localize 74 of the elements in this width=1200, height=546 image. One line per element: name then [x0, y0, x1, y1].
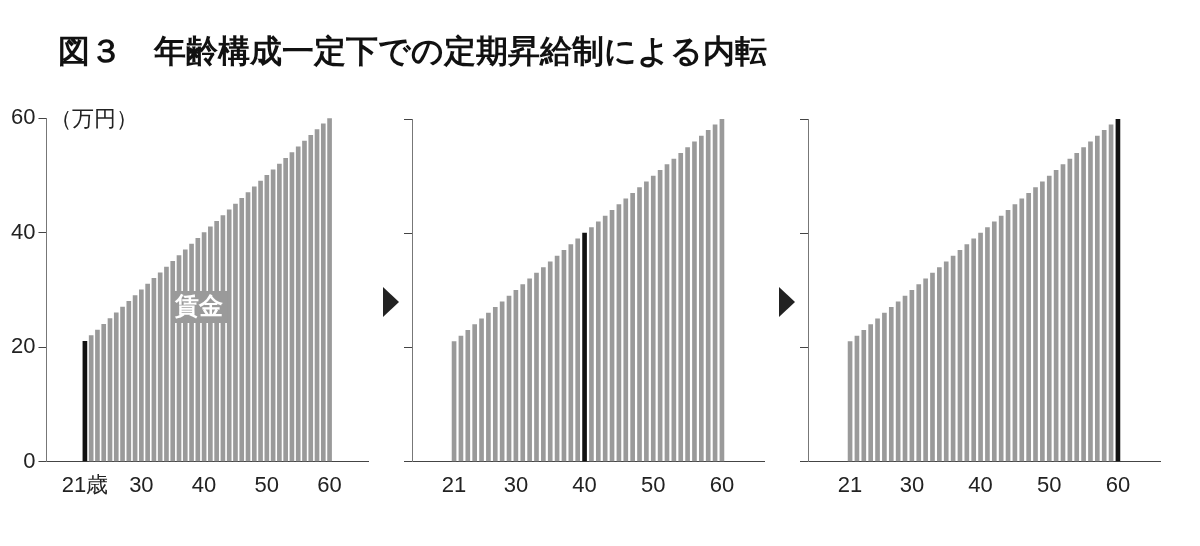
bar: [991, 221, 997, 462]
bar: [520, 284, 526, 462]
x-tick-label: 50: [1037, 471, 1062, 497]
bar: [916, 284, 922, 462]
bar: [527, 278, 532, 462]
bar: [547, 261, 553, 462]
bar: [964, 244, 970, 462]
x-tick-label: 40: [968, 471, 993, 497]
x-tick-label: 40: [572, 471, 597, 497]
bar: [1040, 181, 1045, 462]
bar: [875, 318, 880, 462]
bar: [861, 329, 867, 462]
bar: [1046, 175, 1052, 462]
y-tick-label: 60: [10, 104, 36, 130]
bar: [705, 130, 711, 462]
x-tick-label: 50: [254, 471, 280, 497]
y-axis-title: （万円）: [50, 106, 139, 132]
bar: [568, 244, 574, 462]
text: 図３ 年齢構成一定下での定期昇給制による内転: [57, 32, 768, 71]
annotation: 賃金: [174, 291, 224, 319]
x-tick-label: 60: [709, 471, 735, 497]
bar: [888, 307, 894, 462]
bar: [985, 227, 990, 462]
bar: [923, 278, 928, 462]
x-tick-label: 30: [129, 471, 154, 497]
bar: [1088, 141, 1093, 462]
bar: [882, 312, 887, 462]
bar: [492, 307, 498, 462]
bar: [699, 135, 704, 462]
bar: [650, 175, 656, 462]
bar: [534, 272, 539, 462]
bar: [1095, 135, 1100, 462]
bar: [692, 141, 697, 462]
bar: [868, 324, 873, 462]
bar: [685, 147, 690, 462]
x-tick-label: 50: [641, 471, 666, 497]
bar: [630, 192, 635, 462]
bar: [472, 324, 477, 462]
x-tick-label: 60: [1105, 471, 1131, 497]
bar: [937, 267, 942, 462]
bar: [943, 261, 949, 462]
y-tick-label: 0: [23, 447, 36, 473]
bar: [1081, 147, 1086, 462]
bar: [623, 198, 629, 462]
bar: [479, 318, 484, 462]
bar: [930, 272, 935, 462]
bar: [595, 221, 601, 462]
bar: [575, 238, 581, 462]
bar: [1026, 192, 1031, 462]
bar: [998, 215, 1004, 462]
y-tick-label: 20: [10, 333, 36, 359]
x-tick-label: 30: [503, 471, 529, 497]
bar: [971, 238, 977, 462]
bar: [1033, 187, 1038, 462]
x-tick-label: 21: [441, 471, 467, 497]
bar: [637, 187, 642, 462]
x-tick-label: 60: [317, 471, 342, 497]
bar: [1101, 130, 1107, 462]
bar: [589, 227, 594, 462]
bar: [1074, 152, 1080, 462]
bar: [1019, 198, 1025, 462]
x-tick-label: 21: [837, 471, 863, 497]
bar: [541, 267, 546, 462]
x-tick-label: 21歳: [61, 471, 109, 497]
x-tick-label: 30: [899, 471, 925, 497]
bar: [486, 312, 491, 462]
x-tick-label: 40: [191, 471, 217, 497]
y-tick-label: 40: [10, 218, 36, 244]
bar: [678, 152, 684, 462]
bar: [465, 329, 471, 462]
bar: [978, 232, 983, 462]
bar: [602, 215, 608, 462]
bar: [582, 232, 587, 462]
bar: [644, 181, 649, 462]
